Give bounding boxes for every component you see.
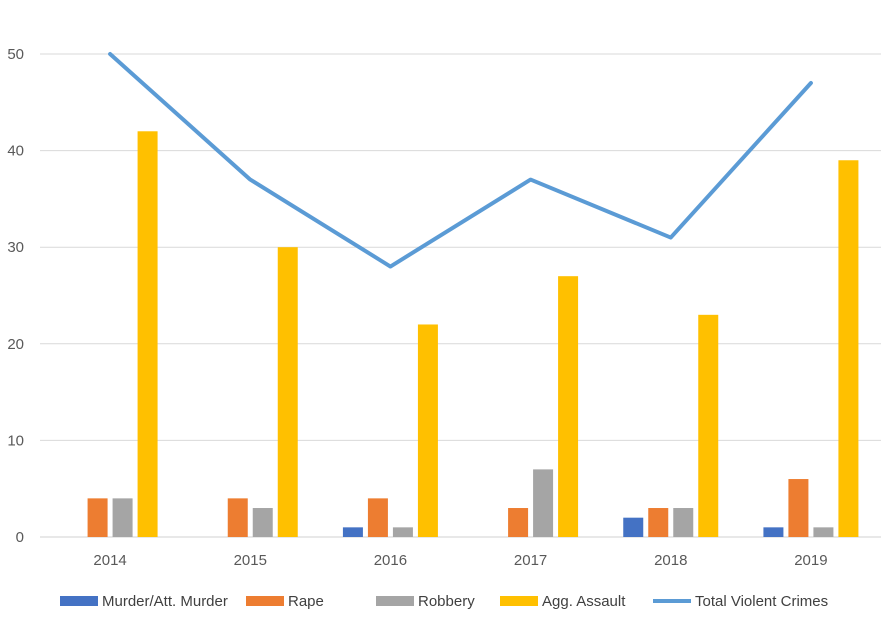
legend-swatch-robbery: [376, 596, 414, 606]
legend-swatch-murder-att-murder: [60, 596, 98, 606]
x-tick-label: 2019: [794, 552, 827, 569]
bar-agg-assault-2016: [417, 324, 438, 537]
line-total-violent-crimes: [108, 52, 813, 269]
bar-rape-2017: [508, 508, 529, 537]
legend: Murder/Att. Murder Rape Robbery Agg. Assaul…: [60, 593, 828, 610]
bar-agg-assault-2017: [558, 276, 579, 537]
y-tick-label: 0: [16, 529, 24, 546]
bars-layer: [87, 131, 859, 537]
y-tick-label: 50: [7, 46, 24, 63]
line-layer: [108, 52, 813, 269]
bar-rape-2015: [227, 498, 248, 537]
bar-agg-assault-2018: [698, 314, 719, 537]
bar-murder-att-murder-2016: [342, 527, 363, 537]
bar-robbery-2019: [813, 527, 834, 537]
legend-swatch-rape: [246, 596, 284, 606]
bar-rape-2016: [367, 498, 388, 537]
legend-label-rape: Rape: [288, 593, 324, 610]
legend-label-agg-assault: Agg. Assault: [542, 593, 626, 610]
legend-label-robbery: Robbery: [418, 593, 475, 610]
bar-agg-assault-2015: [277, 247, 298, 537]
y-tick-label: 40: [7, 143, 24, 160]
bar-agg-assault-2019: [838, 160, 859, 537]
y-tick-label: 30: [7, 239, 24, 256]
legend-swatch-agg-assault: [500, 596, 538, 606]
y-tick-label: 20: [7, 336, 24, 353]
legend-label-murder-att-murder: Murder/Att. Murder: [102, 593, 228, 610]
bar-robbery-2015: [252, 508, 273, 537]
bar-agg-assault-2014: [137, 131, 158, 537]
bar-rape-2014: [87, 498, 108, 537]
bar-robbery-2017: [533, 469, 554, 537]
x-tick-label: 2014: [93, 552, 126, 569]
bar-robbery-2016: [392, 527, 413, 537]
x-tick-label: 2018: [654, 552, 687, 569]
x-tick-label: 2015: [234, 552, 267, 569]
y-tick-label: 10: [7, 432, 24, 449]
bar-murder-att-murder-2019: [763, 527, 784, 537]
grid-lines: [40, 53, 881, 538]
bar-robbery-2018: [673, 508, 694, 537]
x-tick-label: 2017: [514, 552, 547, 569]
bar-rape-2019: [788, 479, 809, 537]
bar-murder-att-murder-2018: [623, 517, 644, 537]
bar-robbery-2014: [112, 498, 133, 537]
x-axis-ticks: 2014 2015 2016 2017 2018 2019: [93, 552, 827, 569]
x-tick-label: 2016: [374, 552, 407, 569]
bar-rape-2018: [648, 508, 669, 537]
legend-label-total-violent-crimes: Total Violent Crimes: [695, 593, 828, 610]
y-axis-ticks: 0 10 20 30 40 50: [7, 46, 24, 546]
